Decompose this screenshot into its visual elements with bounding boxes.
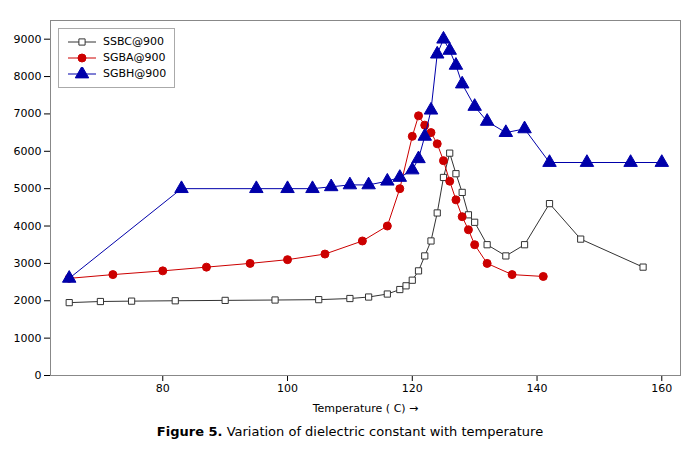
svg-text:8000: 8000	[14, 70, 42, 83]
svg-text:120: 120	[402, 382, 423, 395]
svg-text:7000: 7000	[14, 107, 42, 120]
html-text:SGBH@900: SGBH@900	[103, 67, 167, 80]
svg-text:6000: 6000	[14, 145, 42, 158]
svg-text:9000: 9000	[14, 33, 42, 46]
svg-text:2000: 2000	[14, 294, 42, 307]
html-text:Figure 5. Variation of dielect: Figure 5. Variation of dielectric consta…	[156, 424, 544, 439]
svg-text:80: 80	[156, 382, 170, 395]
svg-text:3000: 3000	[14, 257, 42, 270]
html-text:SSBC@900: SSBC@900	[103, 35, 164, 48]
svg-text:5000: 5000	[14, 182, 42, 195]
svg-text:160: 160	[651, 382, 672, 395]
svg-text:4000: 4000	[14, 220, 42, 233]
svg-text:Temperature ( C) →: Temperature ( C) →	[312, 402, 419, 415]
svg-text:140: 140	[527, 382, 548, 395]
svg-text:1000: 1000	[14, 332, 42, 345]
html-text:SGBA@900: SGBA@900	[103, 51, 166, 64]
svg-text:0: 0	[35, 369, 42, 382]
svg-text:100: 100	[277, 382, 298, 395]
